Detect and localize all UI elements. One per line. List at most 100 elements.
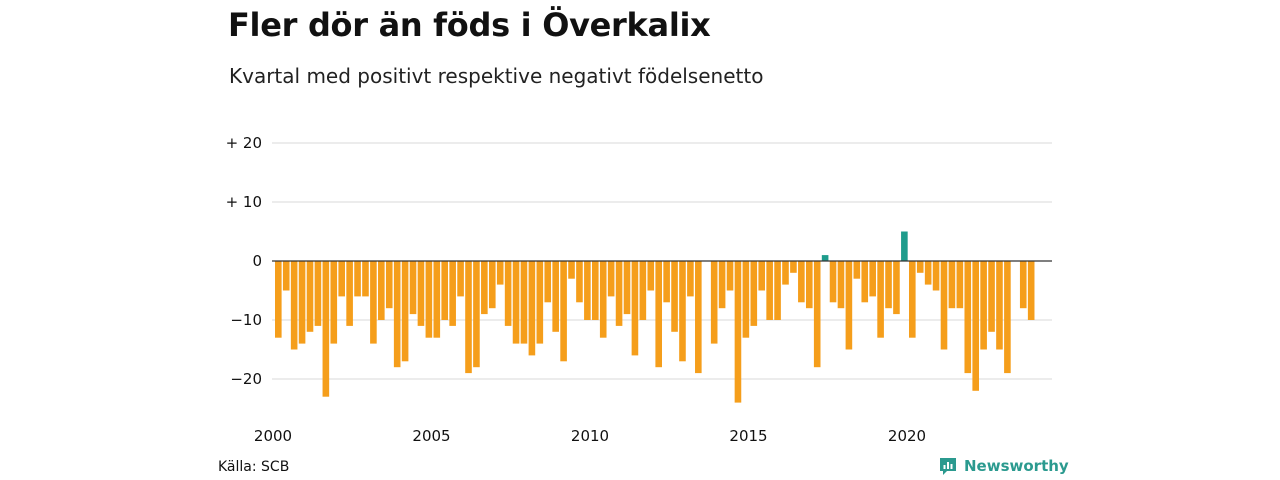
bar — [671, 261, 678, 332]
bar — [544, 261, 552, 303]
bar — [837, 261, 845, 309]
y-tick-label: −10 — [230, 311, 262, 329]
bar — [869, 261, 876, 297]
bar — [726, 261, 734, 291]
bar — [512, 261, 520, 344]
axis-layer: + 20 + 10 0 −10 −20 2000 2005 2010 2015 2020 — [226, 134, 1052, 445]
bar — [758, 261, 766, 291]
bar — [393, 261, 401, 368]
bar — [829, 261, 837, 303]
bar — [916, 261, 924, 273]
bar — [924, 261, 932, 285]
bar — [520, 261, 528, 344]
bar — [473, 261, 480, 368]
y-tick-label: + 20 — [226, 134, 262, 152]
bar — [449, 261, 456, 326]
bar — [465, 261, 472, 374]
bar — [599, 261, 607, 338]
bar — [932, 261, 940, 291]
bar — [750, 261, 758, 326]
bar — [330, 261, 338, 344]
bar — [861, 261, 869, 303]
bar — [893, 261, 900, 315]
bar — [940, 261, 948, 350]
bar — [980, 261, 987, 350]
bar — [972, 261, 979, 391]
bar — [378, 261, 385, 320]
bar — [845, 261, 853, 350]
bar — [798, 261, 805, 303]
bar — [282, 261, 290, 291]
chart-title: Fler dör än föds i Överkalix — [228, 6, 711, 44]
y-tick-label: −20 — [230, 370, 262, 388]
bar — [1019, 261, 1027, 309]
newsworthy-logo: Newsworthy — [938, 456, 1069, 476]
bar — [552, 261, 559, 332]
bar — [885, 261, 892, 309]
brand-name: Newsworthy — [964, 457, 1069, 475]
bar — [441, 261, 449, 320]
bar — [536, 261, 544, 344]
bar — [964, 261, 972, 374]
bar — [734, 261, 742, 403]
bar — [996, 261, 1003, 350]
x-tick-label: 2010 — [571, 427, 609, 445]
y-tick-label: + 10 — [226, 193, 262, 211]
bar — [592, 261, 599, 320]
bar — [346, 261, 353, 326]
bar — [623, 261, 631, 315]
bar — [576, 261, 583, 303]
bar — [956, 261, 964, 309]
bar — [647, 261, 655, 291]
newsworthy-icon — [940, 458, 956, 475]
bar — [813, 261, 821, 368]
bar — [607, 261, 615, 297]
bar — [275, 261, 282, 338]
bar — [710, 261, 718, 344]
bar — [425, 261, 433, 338]
bar — [742, 261, 750, 338]
bar — [481, 261, 488, 315]
bar — [362, 261, 369, 297]
chart-subtitle: Kvartal med positivt respektive negativt… — [229, 64, 764, 88]
bar — [568, 261, 575, 279]
bar — [457, 261, 464, 297]
x-tick-label: 2020 — [888, 427, 926, 445]
bar — [948, 261, 956, 309]
bar — [385, 261, 393, 309]
bar — [496, 261, 504, 285]
bar — [790, 261, 797, 273]
bar — [631, 261, 639, 356]
bar — [805, 261, 813, 309]
y-tick-label: 0 — [252, 252, 262, 270]
bar — [370, 261, 377, 344]
bar — [679, 261, 686, 362]
bar — [409, 261, 417, 315]
bar — [663, 261, 670, 303]
bar — [909, 261, 916, 338]
bar — [766, 261, 773, 320]
bar — [584, 261, 591, 320]
bar — [655, 261, 662, 368]
bar — [853, 261, 861, 279]
bar — [354, 261, 361, 297]
bar — [314, 261, 322, 326]
bar — [298, 261, 306, 344]
bar — [988, 261, 995, 332]
x-tick-label: 2005 — [412, 427, 450, 445]
bar — [488, 261, 496, 309]
bar — [615, 261, 623, 326]
bar — [695, 261, 702, 374]
bar — [401, 261, 409, 362]
bar — [433, 261, 441, 338]
bar — [322, 261, 330, 397]
bars-layer — [275, 231, 1035, 403]
bar — [528, 261, 536, 356]
bar — [901, 231, 908, 261]
bar — [1027, 261, 1035, 320]
bar — [718, 261, 726, 309]
bar — [782, 261, 789, 285]
bar — [774, 261, 781, 320]
bar — [821, 255, 829, 261]
